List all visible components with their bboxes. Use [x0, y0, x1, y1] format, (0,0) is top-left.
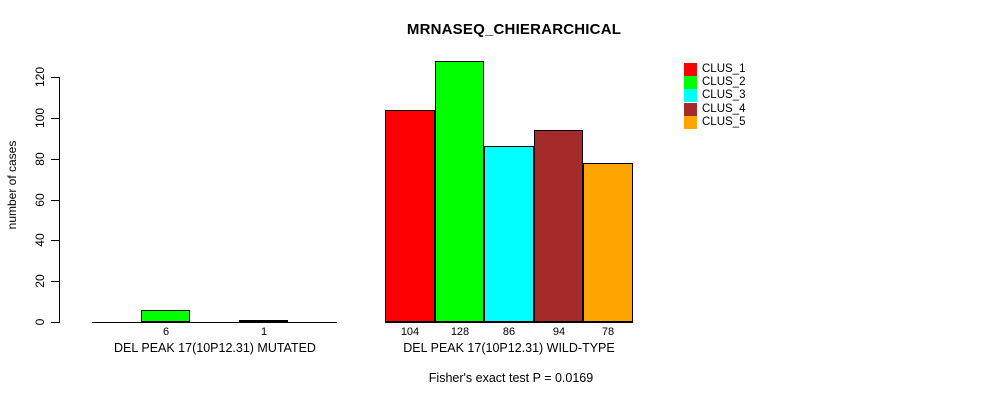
y-tick-label: 20	[33, 274, 47, 288]
y-tick-mark	[51, 200, 59, 201]
category-label-group2: DEL PEAK 17(10P12.31) WILD-TYPE	[403, 341, 615, 355]
y-tick-label: 60	[33, 193, 47, 207]
y-tick-label: 40	[33, 233, 47, 247]
legend-label-clus_1: CLUS_1	[702, 63, 746, 75]
bar-clus_3-group2	[484, 146, 534, 322]
bar-clus_2-group2	[435, 61, 484, 322]
legend-swatch-clus_1	[684, 63, 697, 76]
bar-clus_4-group2	[534, 130, 583, 322]
y-tick-mark	[51, 77, 59, 78]
y-tick-label: 120	[33, 66, 47, 88]
y-tick-mark	[51, 240, 59, 241]
y-tick-mark	[51, 322, 59, 323]
group-baseline	[92, 322, 337, 323]
bar-value-label: 128	[450, 326, 470, 338]
bar-value-label: 6	[162, 326, 170, 338]
bar-clus_4-group1	[239, 320, 288, 322]
bar-value-label: 104	[400, 326, 420, 338]
bar-clus_2-group1	[141, 310, 190, 322]
legend-label-clus_3: CLUS_3	[702, 89, 746, 101]
bar-value-label: 86	[502, 326, 516, 338]
y-axis-line	[59, 77, 60, 323]
bar-clus_5-group2	[583, 163, 633, 322]
y-tick-mark	[51, 159, 59, 160]
legend-swatch-clus_2	[684, 76, 697, 89]
y-tick-label: 80	[33, 152, 47, 166]
y-tick-mark	[51, 281, 59, 282]
bar-value-label: 94	[552, 326, 566, 338]
chart-title: MRNASEQ_CHIERARCHICAL	[406, 21, 622, 38]
y-axis-label: number of cases	[5, 140, 19, 230]
y-tick-mark	[51, 118, 59, 119]
y-tick-label: 0	[33, 318, 47, 326]
legend-swatch-clus_4	[684, 103, 697, 116]
legend-swatch-clus_3	[684, 89, 697, 102]
legend-label-clus_5: CLUS_5	[702, 116, 746, 128]
category-label-group1: DEL PEAK 17(10P12.31) MUTATED	[114, 341, 316, 355]
legend-label-clus_2: CLUS_2	[702, 76, 746, 88]
legend-swatch-clus_5	[684, 116, 697, 129]
group-baseline	[385, 322, 633, 323]
fisher-test-annotation: Fisher's exact test P = 0.0169	[428, 371, 594, 385]
legend-label-clus_4: CLUS_4	[702, 103, 746, 115]
bar-value-label: 1	[260, 326, 268, 338]
bar-clus_1-group2	[385, 110, 435, 322]
y-tick-label: 100	[33, 107, 47, 129]
bar-value-label: 78	[601, 326, 615, 338]
